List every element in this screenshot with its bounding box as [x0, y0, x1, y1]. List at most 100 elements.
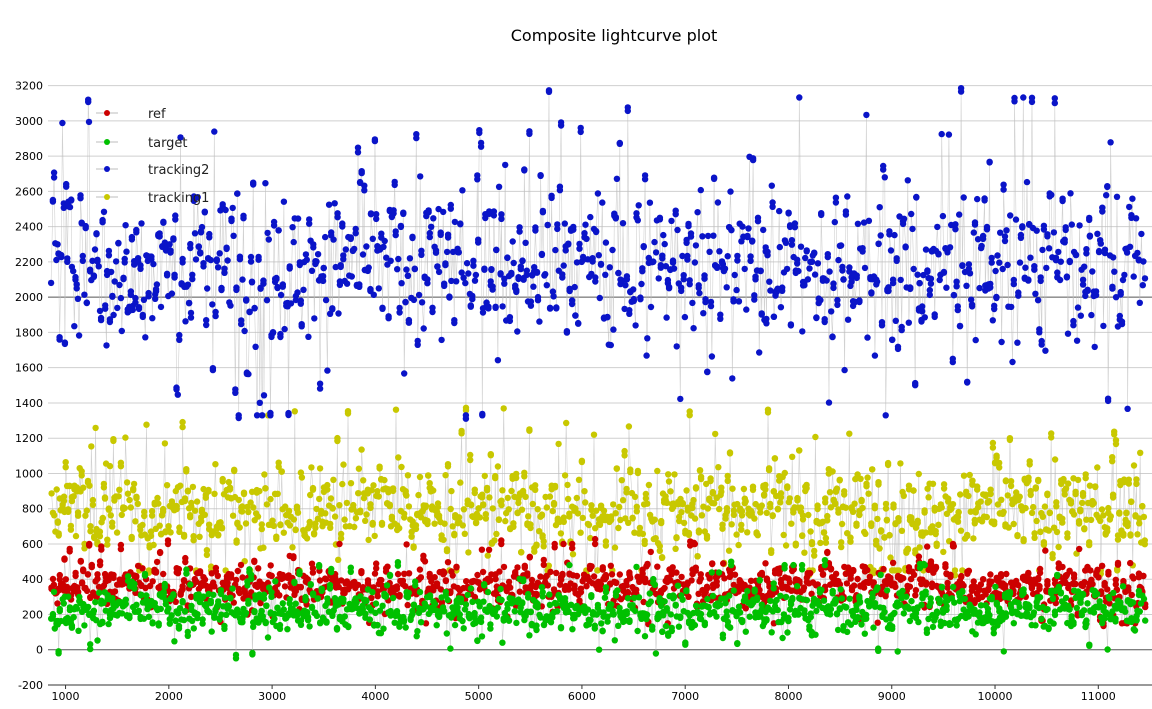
- point-tracking1-659: [849, 508, 857, 515]
- point-target-162b: [245, 597, 252, 604]
- point-tracking1-832b: [1060, 477, 1067, 485]
- point-target-388b: [520, 577, 527, 585]
- point-tracking2-2b: [50, 169, 58, 176]
- point-target-720b: [923, 629, 931, 636]
- point-tracking2-335: [455, 249, 462, 256]
- point-tracking1-378: [508, 487, 515, 495]
- point-tracking1-380b: [510, 523, 517, 530]
- point-tracking1-110b: [181, 495, 189, 502]
- point-target-645b: [832, 598, 839, 605]
- point-tracking2-339: [460, 274, 467, 281]
- point-tracking1-460b: [608, 516, 615, 523]
- point-target-592: [768, 629, 775, 636]
- point-tracking1-704b: [904, 545, 912, 552]
- point-target-597: [774, 606, 781, 614]
- point-tracking2-297b: [409, 233, 416, 240]
- point-tracking2-536: [700, 310, 707, 317]
- point-tracking2-479b: [630, 297, 637, 305]
- point-ref-842: [1072, 580, 1079, 588]
- point-ref-700: [900, 575, 907, 582]
- point-target-834: [1062, 594, 1070, 602]
- point-target-211b: [304, 613, 312, 621]
- point-tracking1-878b: [1116, 510, 1123, 517]
- point-tracking2-103b: [173, 386, 180, 393]
- point-target-676: [870, 624, 877, 631]
- point-target-819: [1044, 606, 1051, 613]
- point-tracking2-394b: [527, 302, 535, 309]
- point-target-303: [416, 588, 424, 596]
- point-tracking1-613b: [794, 494, 801, 502]
- point-target-617b: [798, 566, 806, 573]
- y-tick-label-5: 800: [22, 503, 43, 516]
- point-target-369: [497, 585, 504, 593]
- point-tracking1-497: [652, 535, 659, 542]
- point-tracking2-24b: [77, 192, 84, 199]
- point-target-102b: [172, 617, 179, 624]
- point-ref-657b: [847, 575, 854, 582]
- point-tracking2-31: [85, 118, 93, 126]
- point-tracking1-576b: [748, 509, 755, 516]
- point-tracking1-754: [965, 492, 972, 500]
- point-tracking2-148b: [228, 217, 235, 225]
- point-target-1b: [49, 610, 57, 618]
- point-tracking2-257: [361, 187, 368, 194]
- point-ref-899b: [1142, 603, 1149, 611]
- point-tracking1-84: [150, 541, 157, 549]
- point-tracking2-136b: [213, 257, 220, 265]
- point-ref-742: [950, 543, 957, 550]
- chart-title: Composite lightcurve plot: [511, 26, 718, 45]
- point-target-512: [671, 593, 678, 600]
- point-tracking2-254b: [356, 178, 364, 186]
- point-ref-877b: [1114, 561, 1122, 568]
- point-ref-447b: [591, 535, 599, 543]
- point-target-78: [143, 592, 150, 599]
- point-tracking2-58: [118, 327, 126, 335]
- point-target-495b: [650, 575, 657, 583]
- point-tracking1-387: [518, 506, 526, 513]
- point-tracking1-46: [104, 541, 111, 548]
- point-tracking1-422: [561, 472, 569, 479]
- point-tracking1-40b: [96, 528, 104, 535]
- point-ref-115: [188, 593, 195, 600]
- point-tracking1-618b: [799, 516, 807, 523]
- point-target-453b: [599, 628, 606, 635]
- point-tracking2-429b: [570, 226, 577, 233]
- point-tracking2-106: [177, 134, 184, 141]
- point-tracking1-176b: [262, 485, 269, 492]
- point-target-415: [552, 600, 560, 607]
- point-tracking2-298: [410, 296, 418, 304]
- x-tick-label-9: 10000: [978, 690, 1013, 703]
- point-tracking2-110: [182, 318, 189, 325]
- point-target-736b: [943, 606, 950, 614]
- point-target-359: [484, 588, 492, 596]
- point-tracking1-10b: [60, 497, 68, 505]
- y-tick-label-4: 600: [22, 538, 43, 551]
- point-tracking2-545b: [710, 174, 718, 181]
- point-tracking2-418b: [556, 183, 564, 190]
- point-tracking1-25b: [78, 472, 85, 479]
- point-tracking1-70b: [133, 495, 140, 502]
- point-tracking1-375: [504, 494, 511, 502]
- x-tick-label-7: 8000: [774, 690, 802, 703]
- point-tracking1-32: [87, 528, 94, 535]
- point-tracking1-319b: [435, 512, 443, 519]
- point-ref-354: [478, 546, 486, 553]
- point-tracking1-464: [612, 510, 619, 517]
- point-tracking1-111b: [183, 466, 190, 473]
- point-tracking1-396: [529, 500, 536, 508]
- point-target-284b: [393, 608, 401, 615]
- point-tracking1-382b: [513, 474, 520, 482]
- point-ref-654: [843, 580, 851, 587]
- point-tracking2-474b: [624, 104, 631, 111]
- point-tracking1-808: [1031, 534, 1038, 541]
- point-tracking1-78: [143, 421, 150, 428]
- point-tracking1-714: [916, 544, 923, 551]
- point-tracking1-760b: [972, 509, 979, 516]
- point-tracking2-246b: [347, 235, 354, 242]
- point-tracking2-432: [573, 259, 581, 266]
- point-target-707: [908, 597, 915, 605]
- point-tracking2-92b: [160, 218, 167, 225]
- point-tracking1-93: [161, 440, 169, 447]
- point-tracking2-291b: [402, 298, 409, 306]
- point-target-68: [131, 585, 138, 592]
